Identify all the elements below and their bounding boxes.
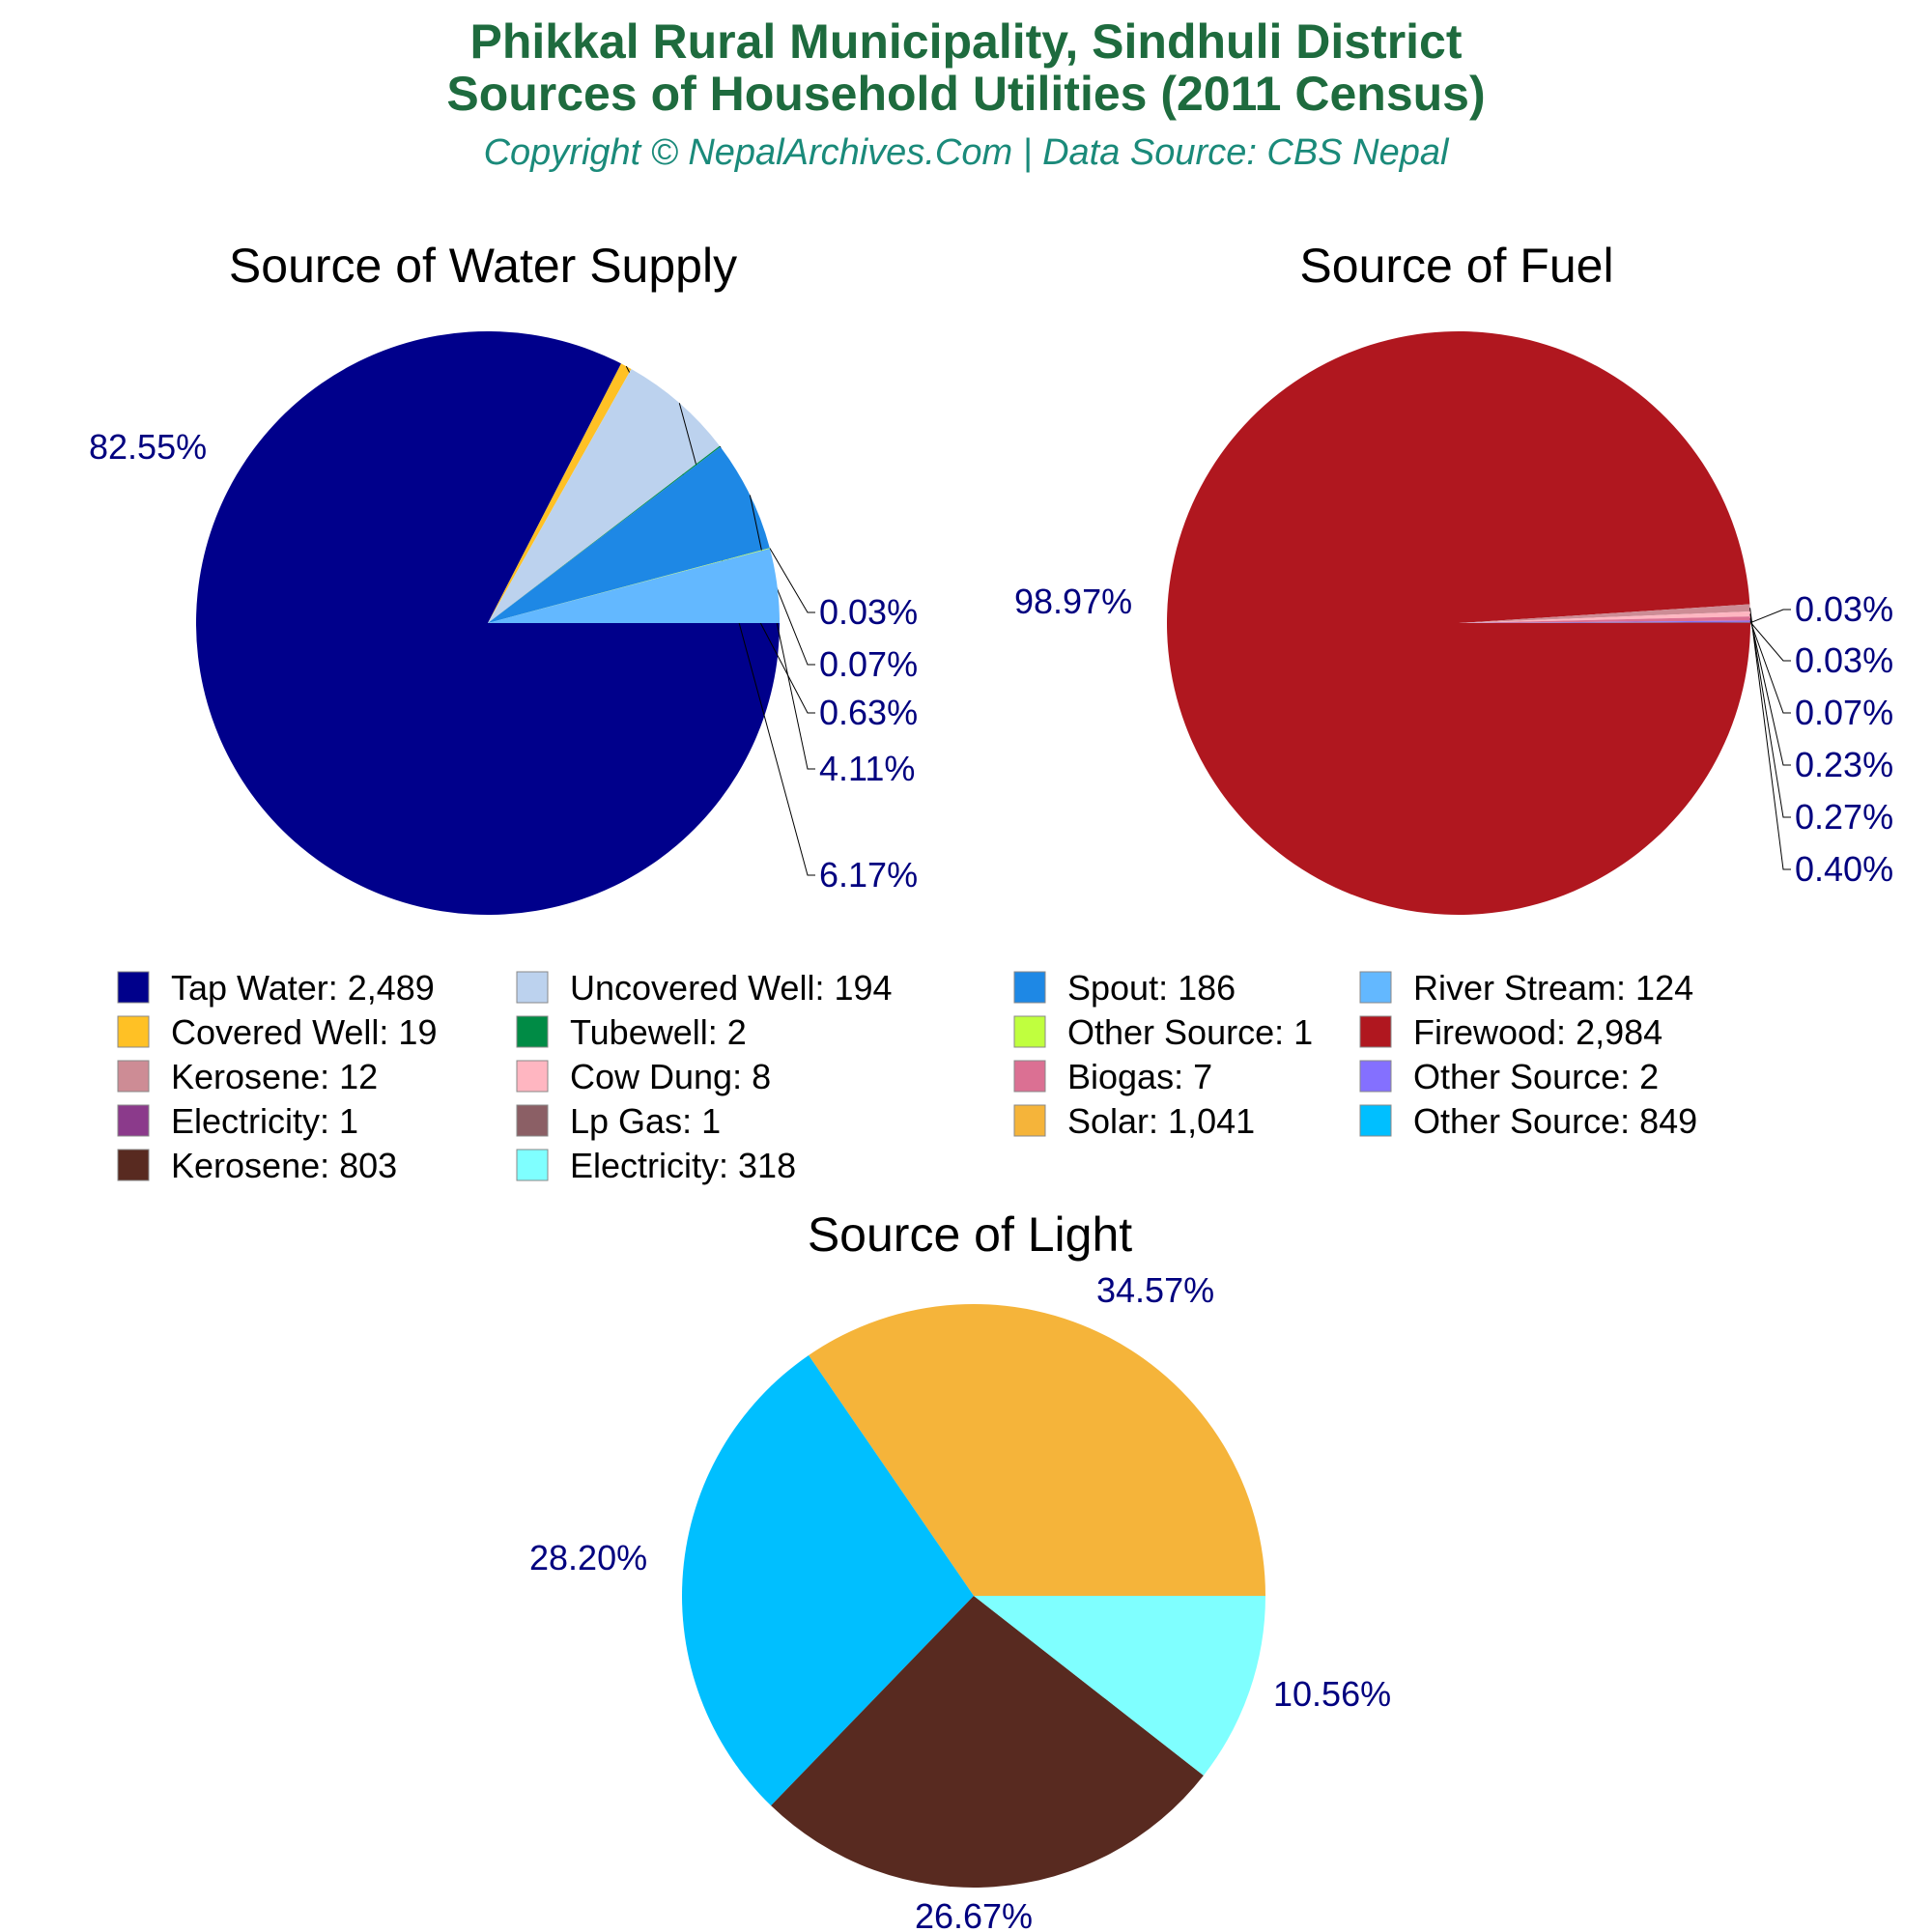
legend-label: River Stream: 124 (1413, 968, 1693, 1008)
copyright-subtitle: Copyright © NepalArchives.Com | Data Sou… (484, 132, 1450, 173)
fuel-leader-line (1749, 620, 1791, 714)
light-percent-label: 34.57% (1096, 1270, 1214, 1310)
legend-swatch (1013, 1015, 1046, 1048)
fuel-percent-label: 98.97% (1014, 582, 1132, 621)
fuel-slice-other-source (1459, 620, 1750, 623)
main-title-line2: Sources of Household Utilities (2011 Cen… (446, 67, 1485, 121)
water-supply-pie: 82.55% 0.63% 6.17% 0.07% 4.11% 0.03% (89, 330, 918, 915)
light-pie: 34.57% 28.20% 26.67% 10.56% (529, 1270, 1391, 1932)
fuel-percent-label: 0.27% (1795, 797, 1893, 837)
fuel-percent-label: 0.40% (1795, 849, 1893, 889)
light-percent-label: 10.56% (1273, 1674, 1391, 1714)
light-percent-label: 28.20% (529, 1538, 647, 1577)
fuel-slice-electricity (1459, 621, 1750, 623)
legend-label: Firewood: 2,984 (1413, 1012, 1662, 1052)
fuel-slice-kerosene (1459, 604, 1750, 623)
legend-swatch (1013, 1060, 1046, 1093)
water-slice-spout (488, 446, 770, 623)
water-pie-title: Source of Water Supply (229, 239, 737, 293)
legend-swatch (117, 1149, 150, 1181)
legend-label: Lp Gas: 1 (570, 1101, 721, 1141)
legend-swatch (1013, 1104, 1046, 1137)
fuel-slice-firewood (1167, 331, 1750, 916)
legend-label: Tubewell: 2 (570, 1012, 747, 1052)
light-slice-electricity (974, 1596, 1265, 1776)
legend-label: Other Source: 2 (1413, 1057, 1659, 1096)
legend-swatch (117, 1015, 150, 1048)
legend-label: Cow Dung: 8 (570, 1057, 771, 1096)
fuel-percent-label: 0.23% (1795, 745, 1893, 784)
legend-label: Other Source: 1 (1067, 1012, 1313, 1052)
legend-label: Tap Water: 2,489 (171, 968, 435, 1008)
light-slice-solar (809, 1304, 1265, 1596)
water-slice-tap-water (196, 330, 780, 915)
water-percent-label: 0.03% (819, 592, 918, 632)
legend-swatch (516, 1104, 549, 1137)
water-percent-label: 4.11% (819, 749, 915, 788)
water-leader-line (769, 548, 815, 613)
fuel-percent-label: 0.07% (1795, 693, 1893, 732)
legend-swatch (1359, 971, 1392, 1004)
fuel-slice-cow-dung (1459, 611, 1750, 623)
legend-label: Biogas: 7 (1067, 1057, 1212, 1096)
light-slice-kerosene (771, 1596, 1204, 1889)
main-title-line1: Phikkal Rural Municipality, Sindhuli Dis… (469, 14, 1462, 69)
legend-label: Electricity: 318 (570, 1146, 796, 1185)
legend-swatch (516, 1149, 549, 1181)
legend-swatch (117, 971, 150, 1004)
water-percent-label: 6.17% (819, 855, 918, 895)
legend-swatch (516, 1060, 549, 1093)
water-percent-label: 0.07% (819, 644, 918, 684)
legend-label: Uncovered Well: 194 (570, 968, 893, 1008)
fuel-leader-line (1749, 608, 1791, 870)
legend-label: Kerosene: 12 (171, 1057, 378, 1096)
legend-swatch (117, 1060, 150, 1093)
legend-swatch (516, 971, 549, 1004)
fuel-pie: 98.97% 0.40% 0.27% 0.23% 0.07% 0.03% 0.03% (1014, 331, 1893, 916)
legend-swatch (1359, 1104, 1392, 1137)
fuel-percent-label: 0.03% (1795, 640, 1893, 680)
legend-label: Kerosene: 803 (171, 1146, 397, 1185)
fuel-leader-line (1749, 613, 1791, 818)
water-slice-uncovered-well (488, 369, 720, 623)
legend-label: Other Source: 849 (1413, 1101, 1697, 1141)
legend-swatch (117, 1104, 150, 1137)
water-slice-other-source (488, 548, 770, 623)
fuel-slice-lp-gas (1459, 622, 1750, 623)
light-percent-label: 26.67% (915, 1896, 1033, 1932)
water-percent-label: 82.55% (89, 427, 207, 467)
legend-label: Electricity: 1 (171, 1101, 358, 1141)
fuel-pie-title: Source of Fuel (1299, 239, 1613, 293)
legend-swatch (1013, 971, 1046, 1004)
light-pie-title: Source of Light (808, 1208, 1132, 1262)
legend-swatch (516, 1015, 549, 1048)
water-slice-covered-well (488, 363, 632, 623)
water-slice-river-stream (488, 548, 780, 623)
fuel-slice-biogas (1459, 616, 1750, 623)
fuel-leader-line (1749, 609, 1791, 624)
fuel-leader-line (1749, 618, 1791, 766)
legend-label: Spout: 186 (1067, 968, 1236, 1008)
legend-label: Covered Well: 19 (171, 1012, 437, 1052)
fuel-leader-line (1749, 621, 1791, 662)
legend-label: Solar: 1,041 (1067, 1101, 1255, 1141)
light-slice-other-source (682, 1355, 974, 1806)
legend-swatch (1359, 1060, 1392, 1093)
fuel-percent-label: 0.03% (1795, 589, 1893, 629)
water-slice-tubewell (488, 445, 721, 623)
water-percent-label: 0.63% (819, 693, 918, 732)
legend: Tap Water: 2,489 Uncovered Well: 194 Spout… (117, 968, 1697, 1185)
legend-swatch (1359, 1015, 1392, 1048)
